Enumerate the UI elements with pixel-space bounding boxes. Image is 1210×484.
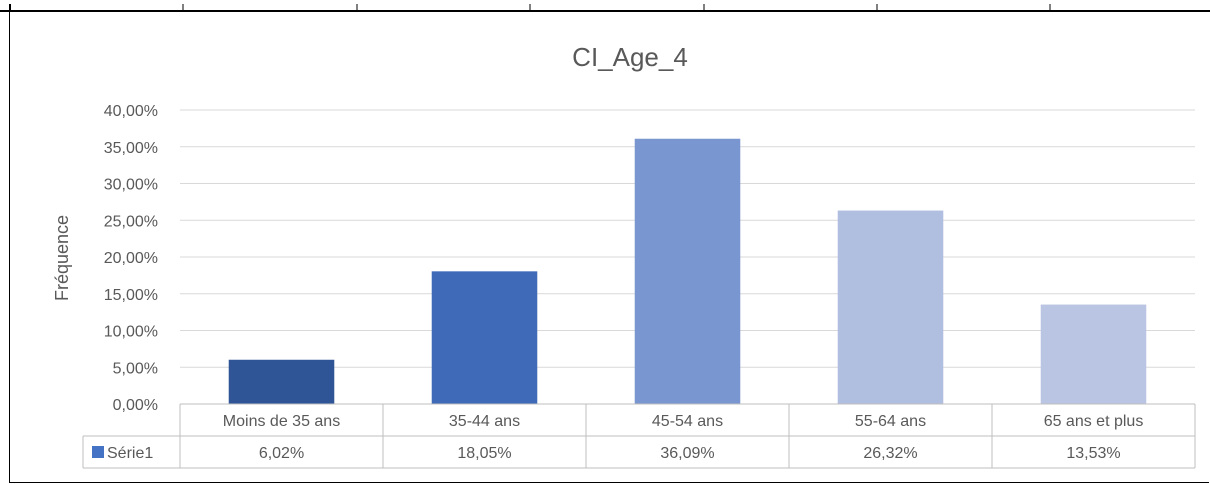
chart-title: CI_Age_4: [572, 42, 688, 72]
x-category-label: Moins de 35 ans: [223, 413, 340, 430]
y-tick-label: 5,00%: [113, 360, 158, 377]
data-label: 18,05%: [457, 445, 511, 462]
bar: [634, 138, 741, 404]
bars: [228, 138, 1147, 404]
bar: [228, 359, 335, 404]
chart-frame: [9, 9, 1209, 483]
y-tick-label: 30,00%: [104, 177, 158, 194]
bar: [837, 210, 944, 404]
y-tick-label: 0,00%: [113, 397, 158, 414]
top-table-strip: [0, 0, 1210, 12]
legend-swatch: [92, 446, 104, 458]
data-label: 6,02%: [259, 445, 304, 462]
x-category-label: 65 ans et plus: [1044, 413, 1144, 430]
bar: [431, 271, 538, 404]
legend-series-name: Série1: [107, 445, 153, 462]
y-tick-label: 15,00%: [104, 287, 158, 304]
y-tick-label: 40,00%: [104, 103, 158, 120]
y-tick-label: 10,00%: [104, 324, 158, 341]
data-label: 36,09%: [660, 445, 714, 462]
x-category-label: 45-54 ans: [652, 413, 723, 430]
x-category-label: 55-64 ans: [855, 413, 926, 430]
y-tick-label: 20,00%: [104, 250, 158, 267]
data-label: 13,53%: [1066, 445, 1120, 462]
data-label: 26,32%: [863, 445, 917, 462]
top-table-border: [0, 4, 1210, 12]
bar: [1040, 304, 1147, 404]
y-axis-ticks: 0,00% 5,00% 10,00% 15,00% 20,00% 25,00% 30,00%…: [104, 103, 158, 414]
data-table: Moins de 35 ans 35-44 ans 45-54 ans 55-64 a…: [82, 403, 1196, 469]
x-category-label: 35-44 ans: [449, 413, 520, 430]
y-tick-label: 25,00%: [104, 213, 158, 230]
y-tick-label: 35,00%: [104, 140, 158, 157]
y-axis-label: Fréquence: [52, 215, 72, 301]
